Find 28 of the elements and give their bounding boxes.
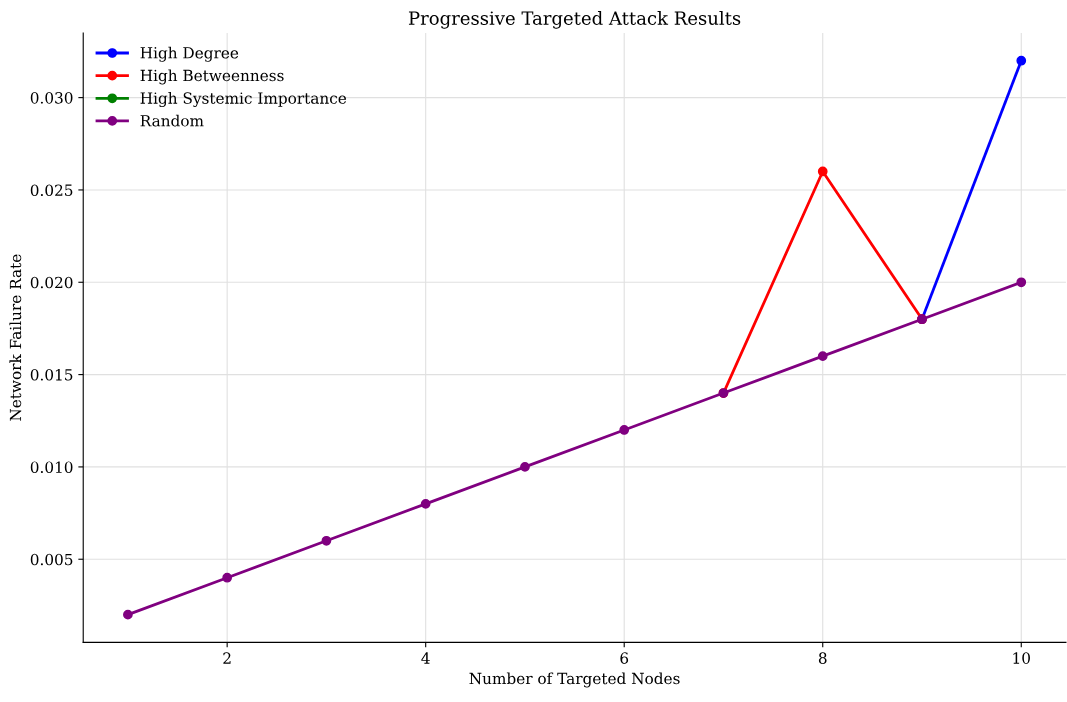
y-tick-label: 0.030 [30, 92, 73, 104]
x-tick-label: 8 [818, 652, 827, 664]
x-tick-label: 2 [223, 652, 231, 664]
point [1016, 277, 1027, 288]
point [817, 351, 828, 361]
legend-label: High Betweenness [140, 69, 284, 85]
chart-title: Progressive Targeted Attack Results [408, 10, 741, 29]
x-tick-label: 6 [620, 652, 629, 664]
point [619, 425, 630, 435]
y-axis-title: Network Failure Rate [9, 254, 22, 421]
x-tick-label: 4 [421, 652, 430, 664]
point [321, 535, 332, 546]
y-tick-label: 0.010 [30, 461, 73, 473]
y-tick-label: 0.025 [30, 184, 73, 196]
legend-label: High Systemic Importance [140, 92, 347, 108]
point [520, 462, 530, 472]
legend-label: High Degree [140, 46, 239, 62]
x-tick-label: 10 [1013, 652, 1030, 664]
y-tick-label: 0.015 [30, 369, 73, 381]
point [1016, 55, 1027, 66]
x-axis-title: Number of Targeted Nodes [469, 672, 680, 688]
point [123, 609, 133, 620]
point [222, 572, 233, 583]
point [420, 498, 431, 509]
point [817, 166, 828, 177]
y-tick-label: 0.020 [30, 276, 73, 289]
y-tick-label: 0.005 [30, 553, 73, 566]
legend-label: Random [140, 114, 204, 127]
